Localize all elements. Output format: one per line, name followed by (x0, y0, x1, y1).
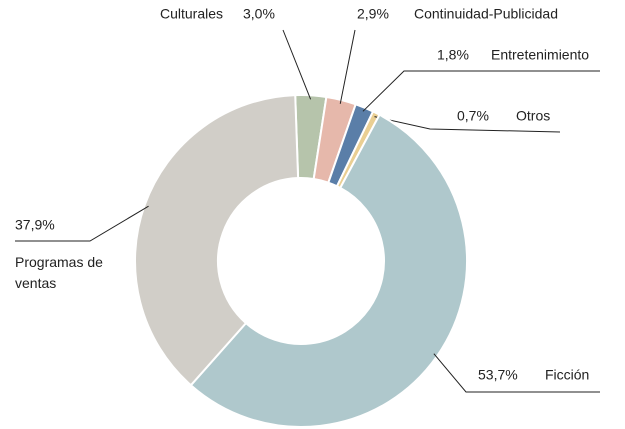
category-label: Otros (516, 108, 550, 124)
value-label: 0,7% (457, 108, 489, 124)
leader-line (339, 29, 356, 104)
category-label: Ficción (545, 367, 589, 383)
value-label: 3,0% (243, 6, 275, 22)
leader-line (433, 353, 600, 393)
leader-line (362, 70, 600, 112)
value-label: 1,8% (437, 47, 469, 63)
category-label: Continuidad-Publicidad (414, 6, 558, 22)
leader-line (15, 205, 149, 242)
donut-slice (189, 113, 468, 428)
category-label: Entretenimiento (491, 47, 589, 63)
value-label: 2,9% (357, 6, 389, 22)
category-label: Programas de ventas (15, 254, 103, 291)
leader-line (282, 29, 312, 100)
leader-line (374, 116, 561, 133)
donut-slice (134, 94, 300, 387)
value-label: 37,9% (15, 217, 55, 233)
category-label: Culturales (160, 6, 223, 22)
value-label: 53,7% (478, 367, 518, 383)
